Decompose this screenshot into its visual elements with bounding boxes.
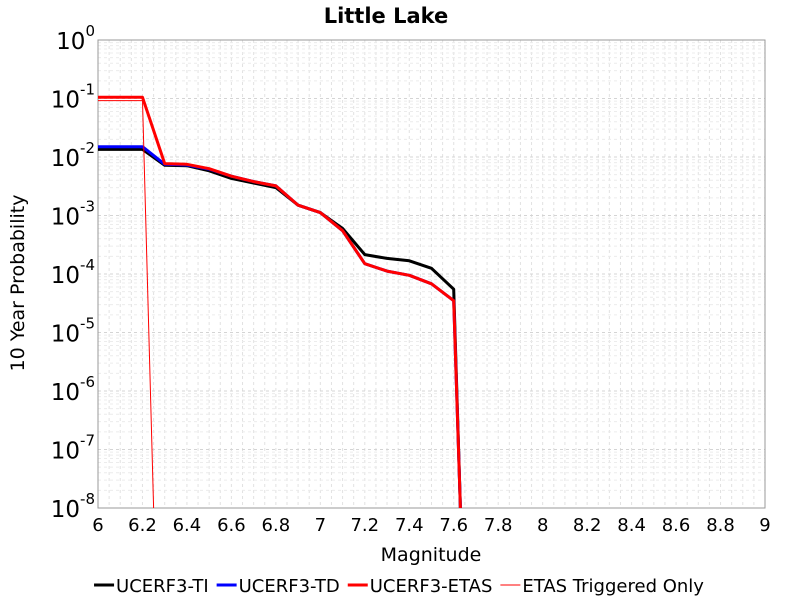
x-tick-label: 6 — [92, 515, 103, 536]
y-tick-label: 10-2 — [51, 139, 95, 172]
x-tick-label: 7.6 — [439, 515, 468, 536]
y-tick-exponent: -8 — [80, 490, 95, 508]
y-tick-label: 100 — [56, 22, 95, 55]
y-tick-exponent: -6 — [80, 373, 95, 391]
legend-label: ETAS Triggered Only — [522, 576, 704, 597]
x-tick-labels: 6 6.2 6.4 6.6 6.8 7 7.2 7.4 7.6 7.8 8 8.2 8.4 8.6 8.8 9 — [92, 515, 770, 536]
legend-label: UCERF3-TI — [116, 576, 209, 597]
series-layer — [98, 95, 462, 509]
chart-title: Little Lake — [324, 4, 449, 28]
x-tick-label: 9 — [759, 515, 770, 536]
y-tick-label: 10-6 — [51, 373, 95, 406]
y-tick-base: 10 — [51, 88, 80, 114]
y-tick-exponent: -7 — [80, 432, 95, 450]
x-tick-label: 8 — [537, 515, 548, 536]
y-tick-base: 10 — [51, 263, 80, 289]
x-tick-label: 6.8 — [262, 515, 291, 536]
y-axis-label: 10 Year Probability — [7, 195, 29, 372]
x-tick-label: 6.2 — [128, 515, 157, 536]
legend-label: UCERF3-ETAS — [370, 576, 493, 597]
x-tick-label: 8.4 — [617, 515, 646, 536]
y-tick-label: 10-1 — [51, 81, 95, 114]
y-tick-label: 10-5 — [51, 315, 95, 348]
series-line — [98, 100, 155, 509]
y-tick-exponent: -5 — [80, 315, 95, 333]
x-tick-label: 6.6 — [217, 515, 246, 536]
legend: UCERF3-TI UCERF3-TD UCERF3-ETAS ETAS Trigge… — [94, 576, 704, 597]
y-tick-label: 10-3 — [51, 198, 95, 231]
x-tick-label: 6.4 — [173, 515, 202, 536]
y-tick-exponent: -2 — [80, 139, 95, 157]
y-tick-exponent: -3 — [80, 198, 95, 216]
y-tick-base: 10 — [51, 322, 80, 348]
x-tick-label: 8.2 — [573, 515, 602, 536]
x-tick-label: 8.8 — [706, 515, 735, 536]
legend-label: UCERF3-TD — [239, 576, 340, 597]
plot-area — [97, 39, 766, 509]
y-tick-exponent: 0 — [85, 22, 95, 40]
y-tick-base: 10 — [56, 29, 85, 55]
x-tick-label: 7 — [315, 515, 326, 536]
y-tick-label: 10-7 — [51, 432, 95, 465]
series-line — [98, 95, 462, 509]
y-tick-label: 10-4 — [51, 256, 95, 289]
x-tick-label: 7.8 — [484, 515, 513, 536]
x-tick-label: 8.6 — [662, 515, 691, 536]
y-tick-base: 10 — [51, 380, 80, 406]
y-tick-base: 10 — [51, 146, 80, 172]
y-tick-base: 10 — [51, 205, 80, 231]
y-tick-base: 10 — [51, 439, 80, 465]
y-tick-base: 10 — [51, 497, 80, 523]
grid — [97, 40, 766, 509]
x-tick-label: 7.2 — [350, 515, 379, 536]
x-tick-label: 7.4 — [395, 515, 424, 536]
y-tick-exponent: -4 — [80, 256, 95, 274]
y-tick-exponent: -1 — [80, 81, 95, 99]
x-axis-label: Magnitude — [381, 544, 482, 566]
y-tick-label: 10-8 — [51, 490, 95, 523]
